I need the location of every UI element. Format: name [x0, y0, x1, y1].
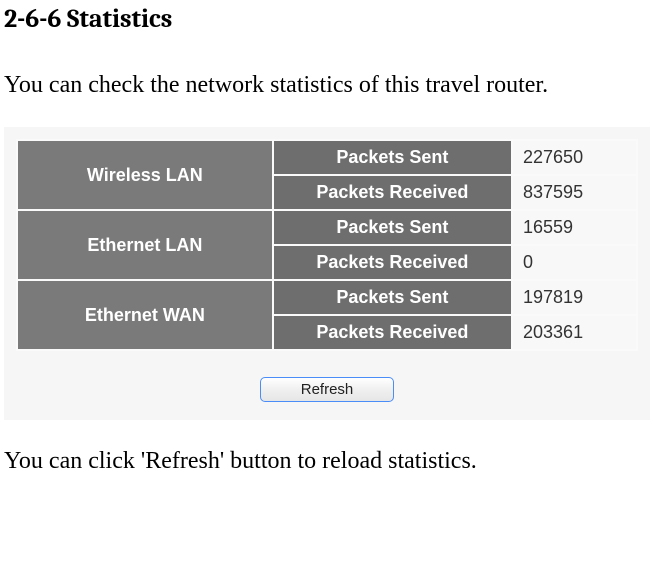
- metric-cell: Packets Received: [273, 175, 512, 210]
- table-row: Ethernet LAN Packets Sent 16559: [17, 210, 637, 245]
- metric-cell: Packets Sent: [273, 140, 512, 175]
- stats-panel: Wireless LAN Packets Sent 227650 Packets…: [4, 127, 650, 420]
- stats-table: Wireless LAN Packets Sent 227650 Packets…: [16, 139, 638, 351]
- value-cell: 197819: [512, 280, 637, 315]
- table-row: Wireless LAN Packets Sent 227650: [17, 140, 637, 175]
- intro-text: You can check the network statistics of …: [4, 72, 658, 99]
- value-cell: 0: [512, 245, 637, 280]
- page-title: 2-6-6 Statistics: [4, 4, 658, 34]
- button-row: Refresh: [16, 377, 638, 402]
- value-cell: 203361: [512, 315, 637, 350]
- value-cell: 837595: [512, 175, 637, 210]
- value-cell: 16559: [512, 210, 637, 245]
- metric-cell: Packets Sent: [273, 280, 512, 315]
- outro-text: You can click 'Refresh' button to reload…: [4, 448, 658, 475]
- iface-cell-ethernet-lan: Ethernet LAN: [17, 210, 273, 280]
- metric-cell: Packets Received: [273, 245, 512, 280]
- metric-cell: Packets Received: [273, 315, 512, 350]
- refresh-button[interactable]: Refresh: [260, 377, 395, 402]
- iface-cell-ethernet-wan: Ethernet WAN: [17, 280, 273, 350]
- metric-cell: Packets Sent: [273, 210, 512, 245]
- value-cell: 227650: [512, 140, 637, 175]
- table-row: Ethernet WAN Packets Sent 197819: [17, 280, 637, 315]
- iface-cell-wireless-lan: Wireless LAN: [17, 140, 273, 210]
